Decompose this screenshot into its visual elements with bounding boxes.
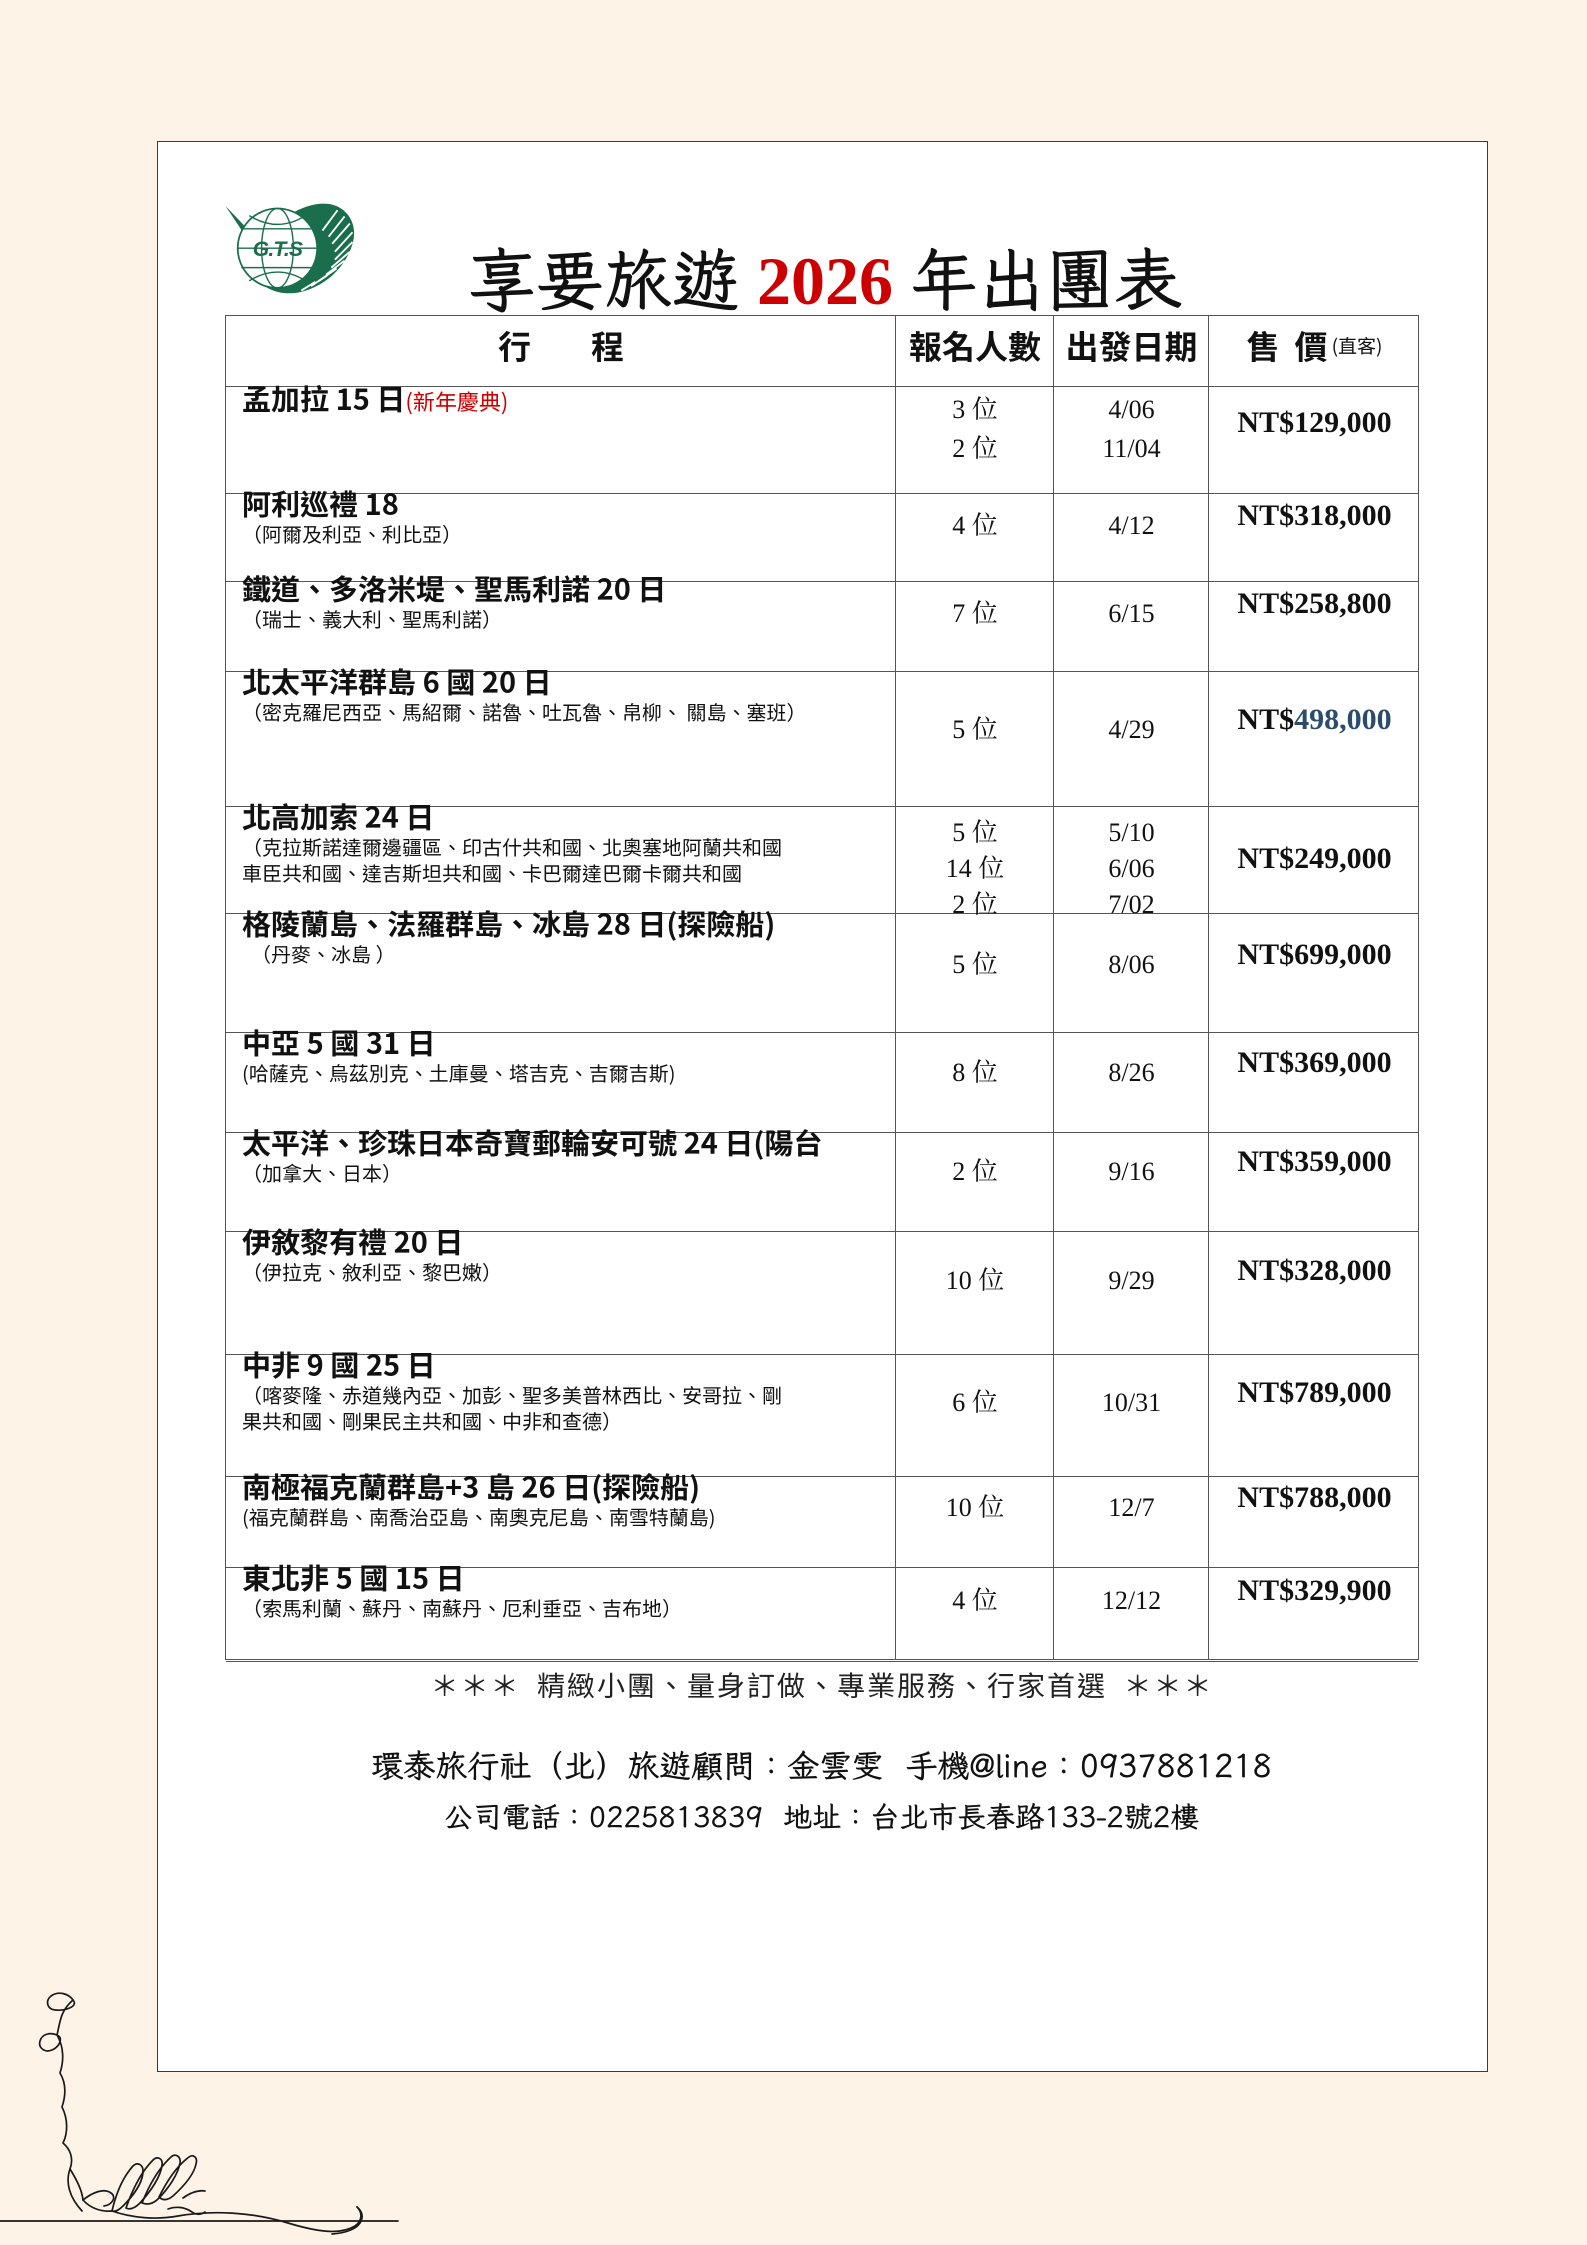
svg-text:G.T.S: G.T.S <box>253 238 303 261</box>
